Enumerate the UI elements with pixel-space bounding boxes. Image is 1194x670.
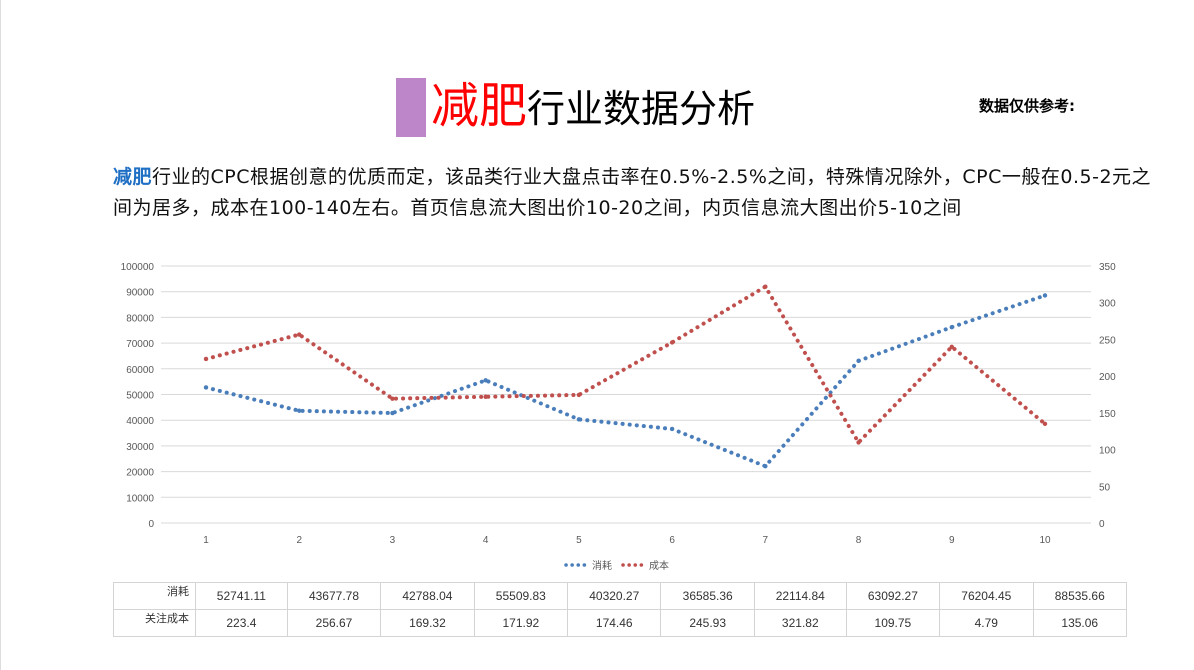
y-left-tick-label: 50000 <box>126 391 154 402</box>
series-line-1 <box>204 293 1047 469</box>
table-cell: 169.32 <box>380 609 475 637</box>
title-highlight: 减肥 <box>431 78 528 134</box>
data-point <box>483 394 488 399</box>
table-cell: 22114.84 <box>753 582 847 610</box>
row-header: 关注成本 <box>113 609 196 637</box>
table-cell: 42788.04 <box>380 582 475 610</box>
y-right-tick-label: 100 <box>1099 446 1116 457</box>
table-row: 消耗 52741.11 43677.78 42788.04 55509.83 40320.… <box>113 582 1128 610</box>
description-highlight: 减肥 <box>113 166 153 188</box>
title-rest: 行业数据分析 <box>527 87 756 131</box>
data-point <box>856 358 861 364</box>
x-tick-label: 10 <box>1039 535 1051 546</box>
data-point <box>1042 421 1048 427</box>
table-cell: 135.06 <box>1032 609 1128 637</box>
table-cell: 245.93 <box>660 609 755 637</box>
series-line-2 <box>204 283 1047 446</box>
x-tick-label: 4 <box>483 535 489 546</box>
y-right-tick-label: 150 <box>1099 409 1116 420</box>
y-right-tick-label: 350 <box>1099 262 1116 273</box>
y-right-tick-label: 200 <box>1099 372 1116 383</box>
y-left-tick-label: 80000 <box>126 313 154 324</box>
table-cell: 4.79 <box>939 609 1034 637</box>
data-point <box>297 408 302 413</box>
data-point <box>390 410 395 416</box>
data-point <box>1042 293 1048 298</box>
title-accent-bar <box>396 78 426 137</box>
y-left-tick-label: 90000 <box>126 288 154 299</box>
data-point <box>949 344 954 349</box>
table-cell: 321.82 <box>753 609 847 637</box>
data-point <box>763 284 768 289</box>
table-cell: 52741.11 <box>195 582 288 610</box>
y-right-tick-label: 0 <box>1099 519 1105 530</box>
table-cell: 88535.66 <box>1032 582 1128 610</box>
x-tick-label: 2 <box>296 535 302 546</box>
description: 减肥行业的CPC根据创意的优质而定，该品类行业大盘点击率在0.5%-2.5%之间… <box>113 162 1153 224</box>
table-cell: 174.46 <box>567 609 662 637</box>
x-tick-label: 9 <box>949 535 955 546</box>
table-cell: 223.4 <box>195 609 288 637</box>
x-tick-label: 7 <box>763 535 769 546</box>
data-point <box>297 332 302 337</box>
y-left-tick-label: 10000 <box>126 493 154 504</box>
data-point <box>856 440 861 445</box>
y-left-tick-label: 0 <box>148 519 154 530</box>
data-point <box>576 392 582 398</box>
table-cell: 109.75 <box>845 609 941 637</box>
table-cell: 63092.27 <box>845 582 941 610</box>
page-title: 减肥行业数据分析 <box>431 74 755 141</box>
y-left-tick-label: 100000 <box>121 262 155 273</box>
data-point <box>669 426 675 432</box>
table-cell: 76204.45 <box>939 582 1034 610</box>
table-cell: 256.67 <box>286 609 382 637</box>
data-point <box>763 463 768 469</box>
table-cell: 43677.78 <box>286 582 382 610</box>
y-left-tick-label: 20000 <box>126 468 154 479</box>
y-right-tick-label: 250 <box>1099 335 1116 346</box>
table-cell: 171.92 <box>473 609 569 637</box>
table-cell: 40320.27 <box>567 582 662 610</box>
data-point <box>949 324 954 330</box>
x-tick-label: 1 <box>203 535 209 546</box>
data-point <box>390 396 395 401</box>
description-text: 行业的CPC根据创意的优质而定，该品类行业大盘点击率在0.5%-2.5%之间，特… <box>113 166 1152 219</box>
data-point <box>203 356 209 362</box>
data-point <box>669 340 675 345</box>
combo-line-chart: 0 10000 20000 30000 40000 50000 60000 70000 8000… <box>121 262 1116 572</box>
legend-label: 成本 <box>649 559 669 572</box>
x-tick-label: 8 <box>856 535 862 546</box>
data-point <box>483 378 488 383</box>
table-row: 关注成本 223.4 256.67 169.32 171.92 174.46 245.93 3… <box>113 609 1128 637</box>
data-point <box>576 417 582 422</box>
x-tick-label: 3 <box>390 535 396 546</box>
table-cell: 36585.36 <box>660 582 755 610</box>
y-left-tick-label: 60000 <box>126 365 154 376</box>
row-header: 消耗 <box>113 582 196 610</box>
data-table: 消耗 52741.11 43677.78 42788.04 55509.83 40320.… <box>113 582 1128 637</box>
legend-label: 消耗 <box>592 559 612 572</box>
disclaimer-note: 数据仅供参考: <box>979 97 1075 115</box>
x-tick-label: 6 <box>669 535 675 546</box>
y-right-tick-label: 50 <box>1099 482 1111 493</box>
y-left-tick-label: 70000 <box>126 339 154 350</box>
y-right-tick-label: 300 <box>1099 299 1116 310</box>
y-left-tick-label: 30000 <box>126 442 154 453</box>
y-left-tick-label: 40000 <box>126 416 154 427</box>
x-tick-label: 5 <box>576 535 582 546</box>
table-cell: 55509.83 <box>473 582 569 610</box>
data-point <box>203 385 209 390</box>
